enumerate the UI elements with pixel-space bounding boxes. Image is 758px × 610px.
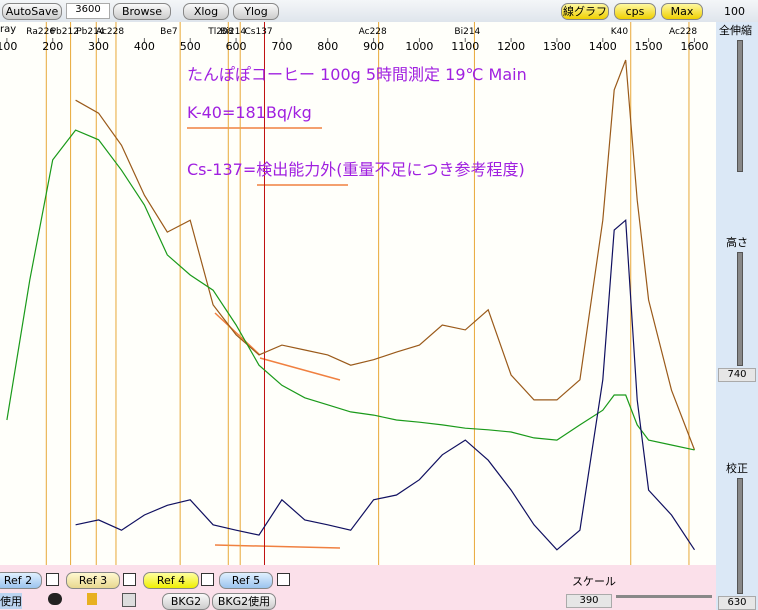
toolbar: AutoSave 3600 Browse Xlog Ylog 線グラフ cps … [0, 0, 758, 22]
x-tick-label: 800 [317, 40, 338, 53]
x-tick-label: 1200 [497, 40, 525, 53]
peak-label: K40 [611, 27, 629, 37]
calib-label: 校正 [726, 462, 748, 475]
use-label[interactable]: 使用 [0, 593, 22, 609]
x-edge-label: ray [0, 24, 16, 35]
peak-label: Pb212 [51, 27, 79, 37]
ref-checkbox[interactable] [277, 573, 290, 586]
spectrum-line [6, 129, 695, 451]
spectrum-line [75, 218, 696, 551]
height-label: 高さ [726, 236, 748, 249]
time-input[interactable]: 3600 [66, 3, 110, 19]
paw-icon[interactable] [48, 593, 62, 605]
top-value: 100 [724, 5, 745, 18]
peak-label: Be7 [160, 27, 177, 37]
height-value: 740 [718, 368, 756, 382]
print-icon[interactable] [122, 593, 136, 607]
peak-label: Ac228 [96, 27, 124, 37]
x-tick-label: 1000 [405, 40, 433, 53]
cps-button[interactable]: cps [614, 3, 656, 20]
height-slider[interactable] [737, 252, 743, 366]
calib-slider[interactable] [737, 478, 743, 594]
x-tick-label: 1300 [543, 40, 571, 53]
peak-label: Tl208 [207, 27, 233, 37]
scale-label: スケール [572, 575, 616, 588]
x-tick-label: 300 [88, 40, 109, 53]
annotation: K-40=181Bq/kg [187, 103, 312, 122]
x-tick-label: 200 [42, 40, 63, 53]
bkg2-button[interactable]: BKG2 [162, 593, 210, 610]
annotation: たんぽぽコーヒー 100g 5時間測定 19℃ Main [187, 65, 527, 84]
ylog-button[interactable]: Ylog [233, 3, 279, 20]
x-tick-label: 1500 [635, 40, 663, 53]
browse-button[interactable]: Browse [113, 3, 171, 20]
annotation: Cs-137=検出能力外(重量不足につき参考程度) [187, 160, 525, 179]
side-panel: 全伸縮 高さ 740 校正 630 [716, 22, 758, 610]
scale-value: 390 [566, 594, 612, 608]
annotation-lines [187, 127, 341, 549]
peak-label: Pb214 [76, 27, 105, 37]
lock-icon[interactable] [87, 593, 97, 605]
x-tick-label: 600 [226, 40, 247, 53]
line-graph-button[interactable]: 線グラフ [561, 3, 609, 20]
ref-button[interactable]: Ref 4 [143, 572, 199, 589]
x-tick-label: 400 [134, 40, 155, 53]
zoom-slider[interactable] [737, 40, 743, 172]
bkg2-use-button[interactable]: BKG2使用 [212, 593, 276, 610]
x-tick-label: 700 [271, 40, 292, 53]
ref-button[interactable]: Ref 3 [66, 572, 120, 589]
peak-label: Ac228 [669, 27, 697, 37]
xlog-button[interactable]: Xlog [183, 3, 229, 20]
x-tick-label: 100 [0, 40, 17, 53]
x-tick-label: 1600 [680, 40, 708, 53]
autosave-button[interactable]: AutoSave [2, 3, 62, 20]
ref-checkbox[interactable] [46, 573, 59, 586]
ref-checkbox[interactable] [201, 573, 214, 586]
x-tick-label: 500 [180, 40, 201, 53]
peak-label: Ac228 [359, 27, 387, 37]
peak-label: Ra226 [26, 27, 55, 37]
ref-button[interactable]: Ref 5 [219, 572, 273, 589]
peak-label: Cs137 [244, 27, 272, 37]
scale-slider[interactable] [616, 595, 712, 598]
peak-label: Bi214 [220, 27, 246, 37]
peak-label: Bi214 [454, 27, 480, 37]
ref-button[interactable]: Ref 2 [0, 572, 42, 589]
max-button[interactable]: Max [661, 3, 703, 20]
spectrum-line [75, 59, 696, 451]
zoom-label: 全伸縮 [719, 24, 752, 37]
x-tick-label: 900 [363, 40, 384, 53]
calib-value: 630 [718, 596, 756, 610]
x-tick-label: 1400 [589, 40, 617, 53]
x-tick-label: 1100 [451, 40, 479, 53]
bottom-bar: Ref 2 Ref 3 Ref 4 Ref 5 使用 BKG2 BKG2使用 ス… [0, 565, 716, 610]
ref-checkbox[interactable] [123, 573, 136, 586]
